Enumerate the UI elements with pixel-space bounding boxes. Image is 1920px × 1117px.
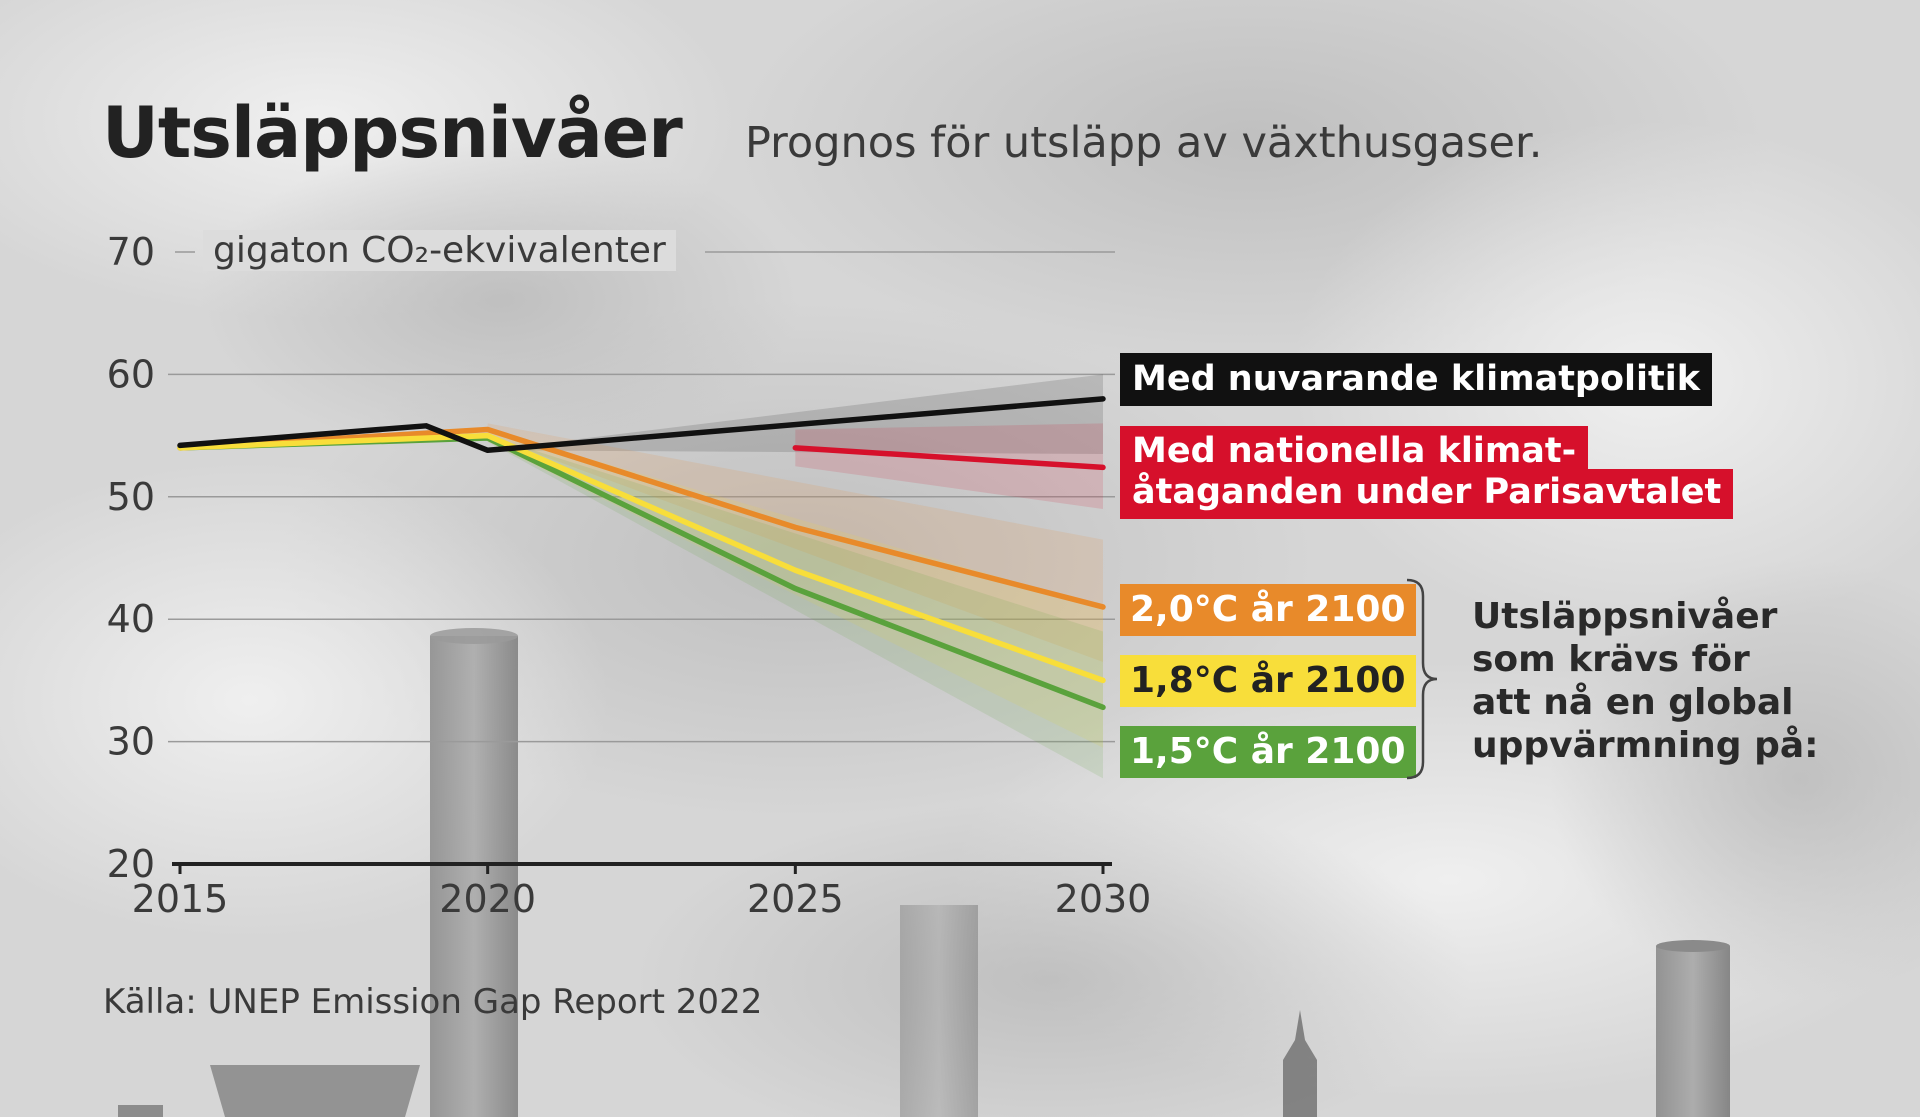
chart-title: Utsläppsnivåer — [102, 92, 683, 174]
target-note-line: att nå en global — [1472, 682, 1794, 723]
curly-brace-icon — [1406, 578, 1438, 780]
y-tick-label: 50 — [107, 475, 155, 519]
series-line — [177, 432, 1106, 684]
series-line — [177, 396, 1106, 454]
y-tick-label: 20 — [107, 842, 155, 886]
uncertainty-band — [487, 423, 1104, 663]
legend-ndc-line1: Med nationella klimat- — [1120, 426, 1589, 475]
y-tick-label: 30 — [107, 720, 155, 764]
y-tick-label: 60 — [107, 352, 155, 396]
y-tick-label: 40 — [107, 597, 155, 641]
uncertainty-band — [487, 435, 1104, 779]
x-tick-label: 2020 — [439, 877, 536, 921]
target-note-line: som krävs för — [1472, 639, 1750, 680]
target-note: Utsläppsnivåer som krävs för att nå en g… — [1472, 595, 1892, 767]
y-axis-unit-label: gigaton CO₂-ekvivalenter — [203, 230, 676, 271]
x-tick-label: 2025 — [747, 877, 844, 921]
legend-2-0c: 2,0°C år 2100 — [1120, 584, 1416, 636]
legend-1-5c: 1,5°C år 2100 — [1120, 726, 1416, 778]
target-note-line: uppvärmning på: — [1472, 725, 1819, 766]
source-note: Källa: UNEP Emission Gap Report 2022 — [103, 982, 763, 1022]
target-note-line: Utsläppsnivåer — [1472, 596, 1778, 637]
x-tick-label: 2030 — [1055, 877, 1152, 921]
y-tick-label: 70 — [107, 230, 155, 274]
uncertainty-band — [487, 374, 1104, 454]
x-tick-label: 2015 — [132, 877, 229, 921]
legend-ndc-line2: åtaganden under Parisavtalet — [1120, 469, 1734, 519]
chart-subtitle: Prognos för utsläpp av växthusgaser. — [745, 118, 1543, 168]
series-line — [792, 445, 1106, 471]
legend-current-policy: Med nuvarande klimatpolitik — [1120, 353, 1713, 406]
legend-1-8c: 1,8°C år 2100 — [1120, 655, 1416, 707]
series-line — [177, 426, 1106, 610]
uncertainty-band — [795, 423, 1103, 510]
